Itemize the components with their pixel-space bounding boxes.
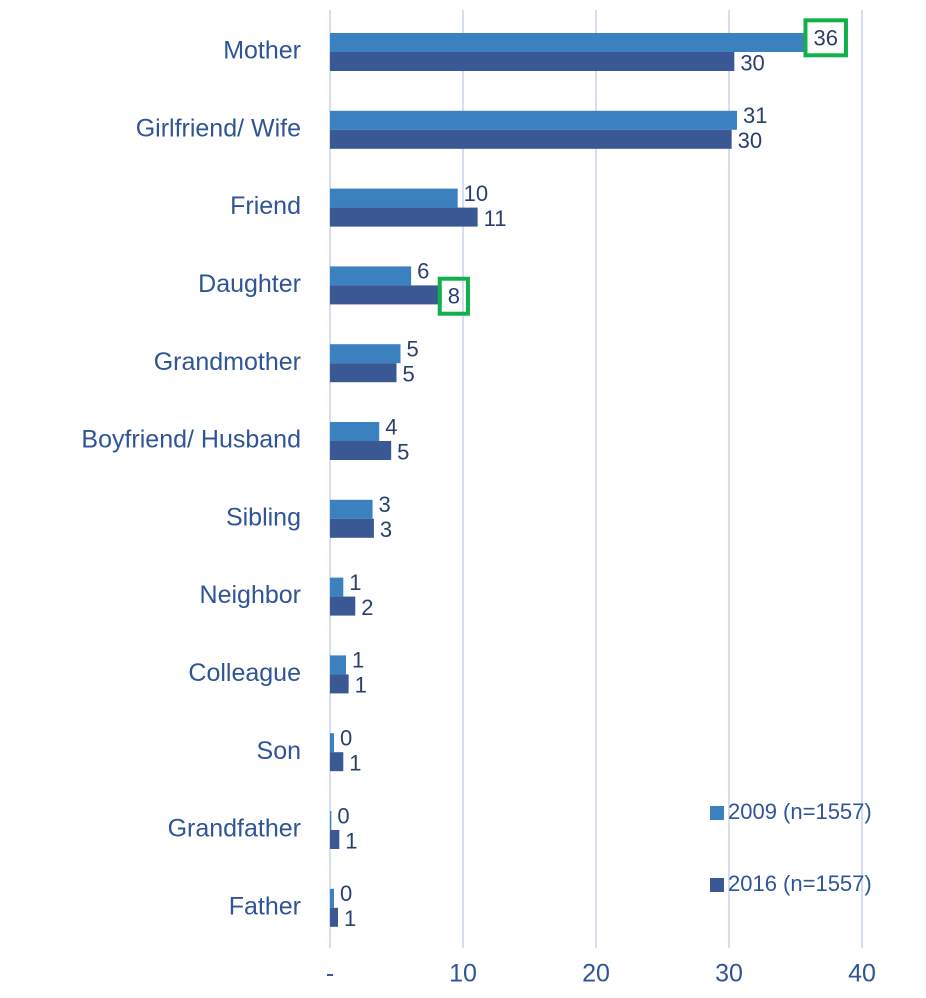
bar bbox=[330, 752, 344, 772]
data-label: 5 bbox=[403, 362, 415, 387]
highlight-box bbox=[803, 18, 848, 58]
bar bbox=[330, 674, 349, 694]
category-label: Grandmother bbox=[154, 348, 301, 376]
data-label: 10 bbox=[464, 181, 488, 206]
bar bbox=[330, 733, 334, 753]
data-label: 1 bbox=[349, 570, 361, 595]
data-label: 4 bbox=[385, 414, 397, 439]
bar bbox=[330, 129, 732, 149]
category-label: Boyfriend/ Husband bbox=[81, 426, 301, 454]
data-label: 5 bbox=[406, 337, 418, 362]
bar bbox=[330, 596, 356, 616]
bar bbox=[330, 266, 412, 286]
category-label: Son bbox=[257, 737, 301, 765]
category-label: Neighbor bbox=[200, 581, 301, 609]
category-label: Grandfather bbox=[168, 815, 301, 843]
highlight-box bbox=[437, 276, 470, 316]
bar bbox=[330, 888, 334, 908]
category-label: Mother bbox=[223, 37, 301, 65]
bar bbox=[330, 518, 374, 538]
data-label: 36 bbox=[813, 25, 837, 50]
bar bbox=[330, 188, 458, 208]
legend-swatch bbox=[710, 878, 724, 892]
data-label: 1 bbox=[345, 828, 357, 853]
bar bbox=[330, 811, 332, 830]
bar bbox=[330, 285, 442, 305]
category-label: Father bbox=[229, 892, 301, 920]
data-label: 6 bbox=[417, 259, 429, 284]
bar bbox=[330, 830, 340, 849]
data-label: 1 bbox=[344, 906, 356, 931]
data-label: 31 bbox=[743, 103, 767, 128]
bar bbox=[330, 363, 397, 383]
legend-label: 2016 (n=1557) bbox=[728, 871, 872, 896]
bar bbox=[330, 52, 735, 71]
data-label: 0 bbox=[340, 881, 352, 906]
data-label: 3 bbox=[380, 517, 392, 542]
x-tick-label: 20 bbox=[582, 960, 610, 988]
data-label: 8 bbox=[448, 284, 460, 309]
category-label: Girlfriend/ Wife bbox=[136, 114, 301, 142]
data-label: 5 bbox=[397, 439, 409, 464]
data-label: 3 bbox=[379, 492, 391, 517]
data-label: 1 bbox=[355, 673, 367, 698]
data-label: 0 bbox=[337, 803, 349, 828]
legend-swatch bbox=[710, 806, 724, 820]
x-tick-label: 40 bbox=[848, 960, 876, 988]
bar bbox=[330, 110, 737, 130]
bar bbox=[330, 577, 344, 597]
category-label: Friend bbox=[230, 192, 301, 220]
data-label: 11 bbox=[484, 206, 507, 231]
bar bbox=[330, 207, 478, 227]
bar bbox=[330, 655, 346, 675]
bar bbox=[330, 33, 808, 52]
data-label: 30 bbox=[740, 50, 764, 75]
x-tick-label: - bbox=[326, 960, 334, 988]
legend-label: 2009 (n=1557) bbox=[728, 799, 872, 824]
data-label: 2 bbox=[361, 595, 373, 620]
bar bbox=[330, 499, 373, 519]
data-label: 0 bbox=[340, 726, 352, 751]
bar bbox=[330, 907, 338, 927]
bar bbox=[330, 441, 392, 460]
bar bbox=[330, 422, 380, 441]
category-label: Colleague bbox=[188, 659, 301, 687]
x-tick-label: 30 bbox=[715, 960, 743, 988]
data-label: 1 bbox=[349, 751, 361, 776]
category-label: Sibling bbox=[226, 503, 301, 531]
bar bbox=[330, 344, 401, 364]
data-label: 1 bbox=[352, 648, 364, 673]
data-label: 30 bbox=[738, 128, 762, 153]
category-label: Daughter bbox=[198, 270, 301, 298]
x-tick-label: 10 bbox=[449, 960, 477, 988]
